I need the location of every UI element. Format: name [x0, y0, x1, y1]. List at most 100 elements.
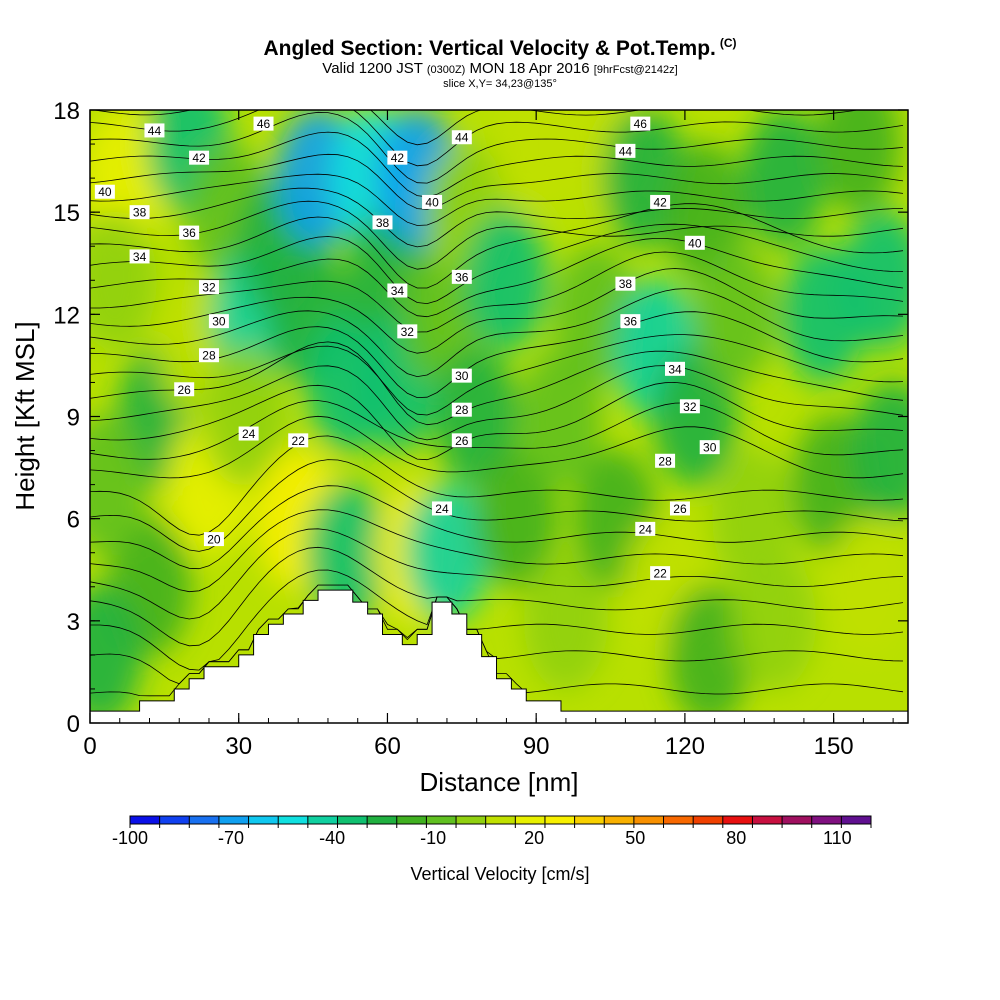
colorbar-swatch: [633, 816, 665, 824]
x-axis: 0 30 60 90 120 150: [83, 110, 894, 760]
velocity-cell: [201, 346, 286, 487]
velocity-cell: [474, 448, 559, 589]
x-tick-label: 150: [814, 733, 854, 760]
chart-title-text: Angled Section: Vertical Velocity & Pot.…: [263, 37, 716, 60]
contour-label: 36: [451, 269, 472, 284]
velocity-cell: [90, 210, 157, 351]
colorbar-tick-label: 80: [726, 828, 746, 848]
theta-contour: [90, 237, 904, 318]
x-tick-label: 120: [665, 733, 705, 760]
colorbar-tick-label: -70: [218, 828, 244, 848]
contour-label-text: 42: [391, 151, 405, 165]
contour-label-text: 46: [634, 117, 648, 131]
colorbar-swatch: [278, 816, 309, 824]
contour-label: 32: [198, 280, 219, 295]
theta-contour: [90, 131, 904, 198]
contour-label-text: 32: [202, 281, 216, 295]
contour-label-text: 38: [376, 216, 390, 230]
colorbar-swatch: [663, 816, 694, 824]
theta-contour: [91, 110, 861, 146]
contour-label-text: 40: [425, 195, 439, 209]
contour-label-text: 26: [455, 434, 469, 448]
colorbar-tick-label: 50: [625, 828, 645, 848]
contour-label-text: 28: [202, 349, 216, 363]
theta-contour: [90, 200, 904, 270]
contour-label: 34: [129, 249, 150, 264]
y-tick-label: 0: [67, 711, 80, 738]
theta-contour: [90, 528, 904, 620]
contour-label: 28: [198, 348, 219, 363]
theta-contour: [90, 459, 904, 552]
theta-contour: [90, 569, 904, 671]
velocity-cell: [464, 210, 549, 351]
colorbar-tick-label: 20: [524, 828, 544, 848]
contour-label-text: 26: [178, 383, 192, 397]
velocity-cell: [816, 110, 901, 215]
contour-label-text: 30: [212, 315, 226, 329]
theta-contour: [90, 268, 904, 354]
contour-label: 46: [253, 116, 274, 131]
contour-label-text: 38: [133, 206, 147, 220]
colorbar-swatch: [367, 816, 398, 824]
theta-contour: [90, 415, 904, 479]
contour-label: 42: [387, 150, 408, 165]
x-tick-label: 90: [523, 733, 550, 760]
contour-label-text: 40: [688, 236, 702, 250]
contour-label-text: 44: [455, 131, 469, 145]
contour-label: 24: [238, 426, 259, 441]
y-tick-label: 9: [67, 405, 80, 432]
contour-label-text: 24: [639, 522, 653, 536]
contour-label-text: 42: [192, 151, 206, 165]
y-tick-label: 6: [67, 507, 80, 534]
velocity-cell: [523, 550, 608, 691]
contour-label-text: 38: [619, 277, 633, 291]
contour-label-text: 40: [98, 185, 112, 199]
colorbar-tick-label: -40: [319, 828, 345, 848]
valid-date: MON 18 Apr 2016: [469, 60, 590, 77]
contour-label: 22: [288, 433, 309, 448]
colorbar-swatch: [782, 816, 813, 824]
theta-contour: [90, 311, 904, 399]
colorbar-swatch: [811, 816, 842, 824]
theta-contours: [90, 110, 904, 697]
contour-label-text: 44: [148, 124, 162, 138]
contour-label: 22: [650, 566, 671, 581]
theta-contour: [90, 334, 904, 416]
contour-label: 36: [179, 225, 200, 240]
contour-label: 28: [655, 453, 676, 468]
contour-label-text: 24: [242, 427, 256, 441]
contour-label: 40: [422, 194, 443, 209]
y-axis-label: Height [Kft MSL]: [10, 321, 40, 510]
velocity-cell: [732, 550, 817, 691]
theta-contour: [90, 251, 904, 333]
contour-label: 46: [630, 116, 651, 131]
contour-label-text: 22: [653, 567, 667, 581]
colorbar-swatch: [248, 816, 279, 824]
colorbar-swatch: [693, 816, 724, 824]
contour-label: 44: [451, 130, 472, 145]
colorbar-swatch: [722, 816, 753, 824]
contour-label: 44: [615, 143, 636, 158]
theta-contour: [90, 288, 904, 378]
velocity-cell: [742, 110, 827, 249]
colorbar-swatch: [574, 816, 605, 824]
contour-label: 42: [189, 150, 210, 165]
contour-label: 26: [669, 501, 690, 516]
contour-label-text: 34: [391, 284, 405, 298]
contour-label: 26: [451, 433, 472, 448]
contour-label-text: 30: [703, 441, 717, 455]
colorbar-swatch: [485, 816, 516, 824]
colorbar-tick-label: -100: [112, 828, 148, 848]
y-tick-label: 12: [53, 302, 80, 329]
contour-label: 34: [664, 361, 685, 376]
contour-label: 34: [387, 283, 408, 298]
theta-contour: [90, 111, 904, 184]
contour-label: 44: [144, 123, 165, 138]
contour-label: 38: [129, 205, 150, 220]
contour-label: 40: [94, 184, 115, 199]
theta-contour: [90, 110, 904, 167]
contour-label-text: 28: [455, 403, 469, 417]
velocity-cell: [667, 584, 752, 723]
contour-label: 42: [650, 194, 671, 209]
